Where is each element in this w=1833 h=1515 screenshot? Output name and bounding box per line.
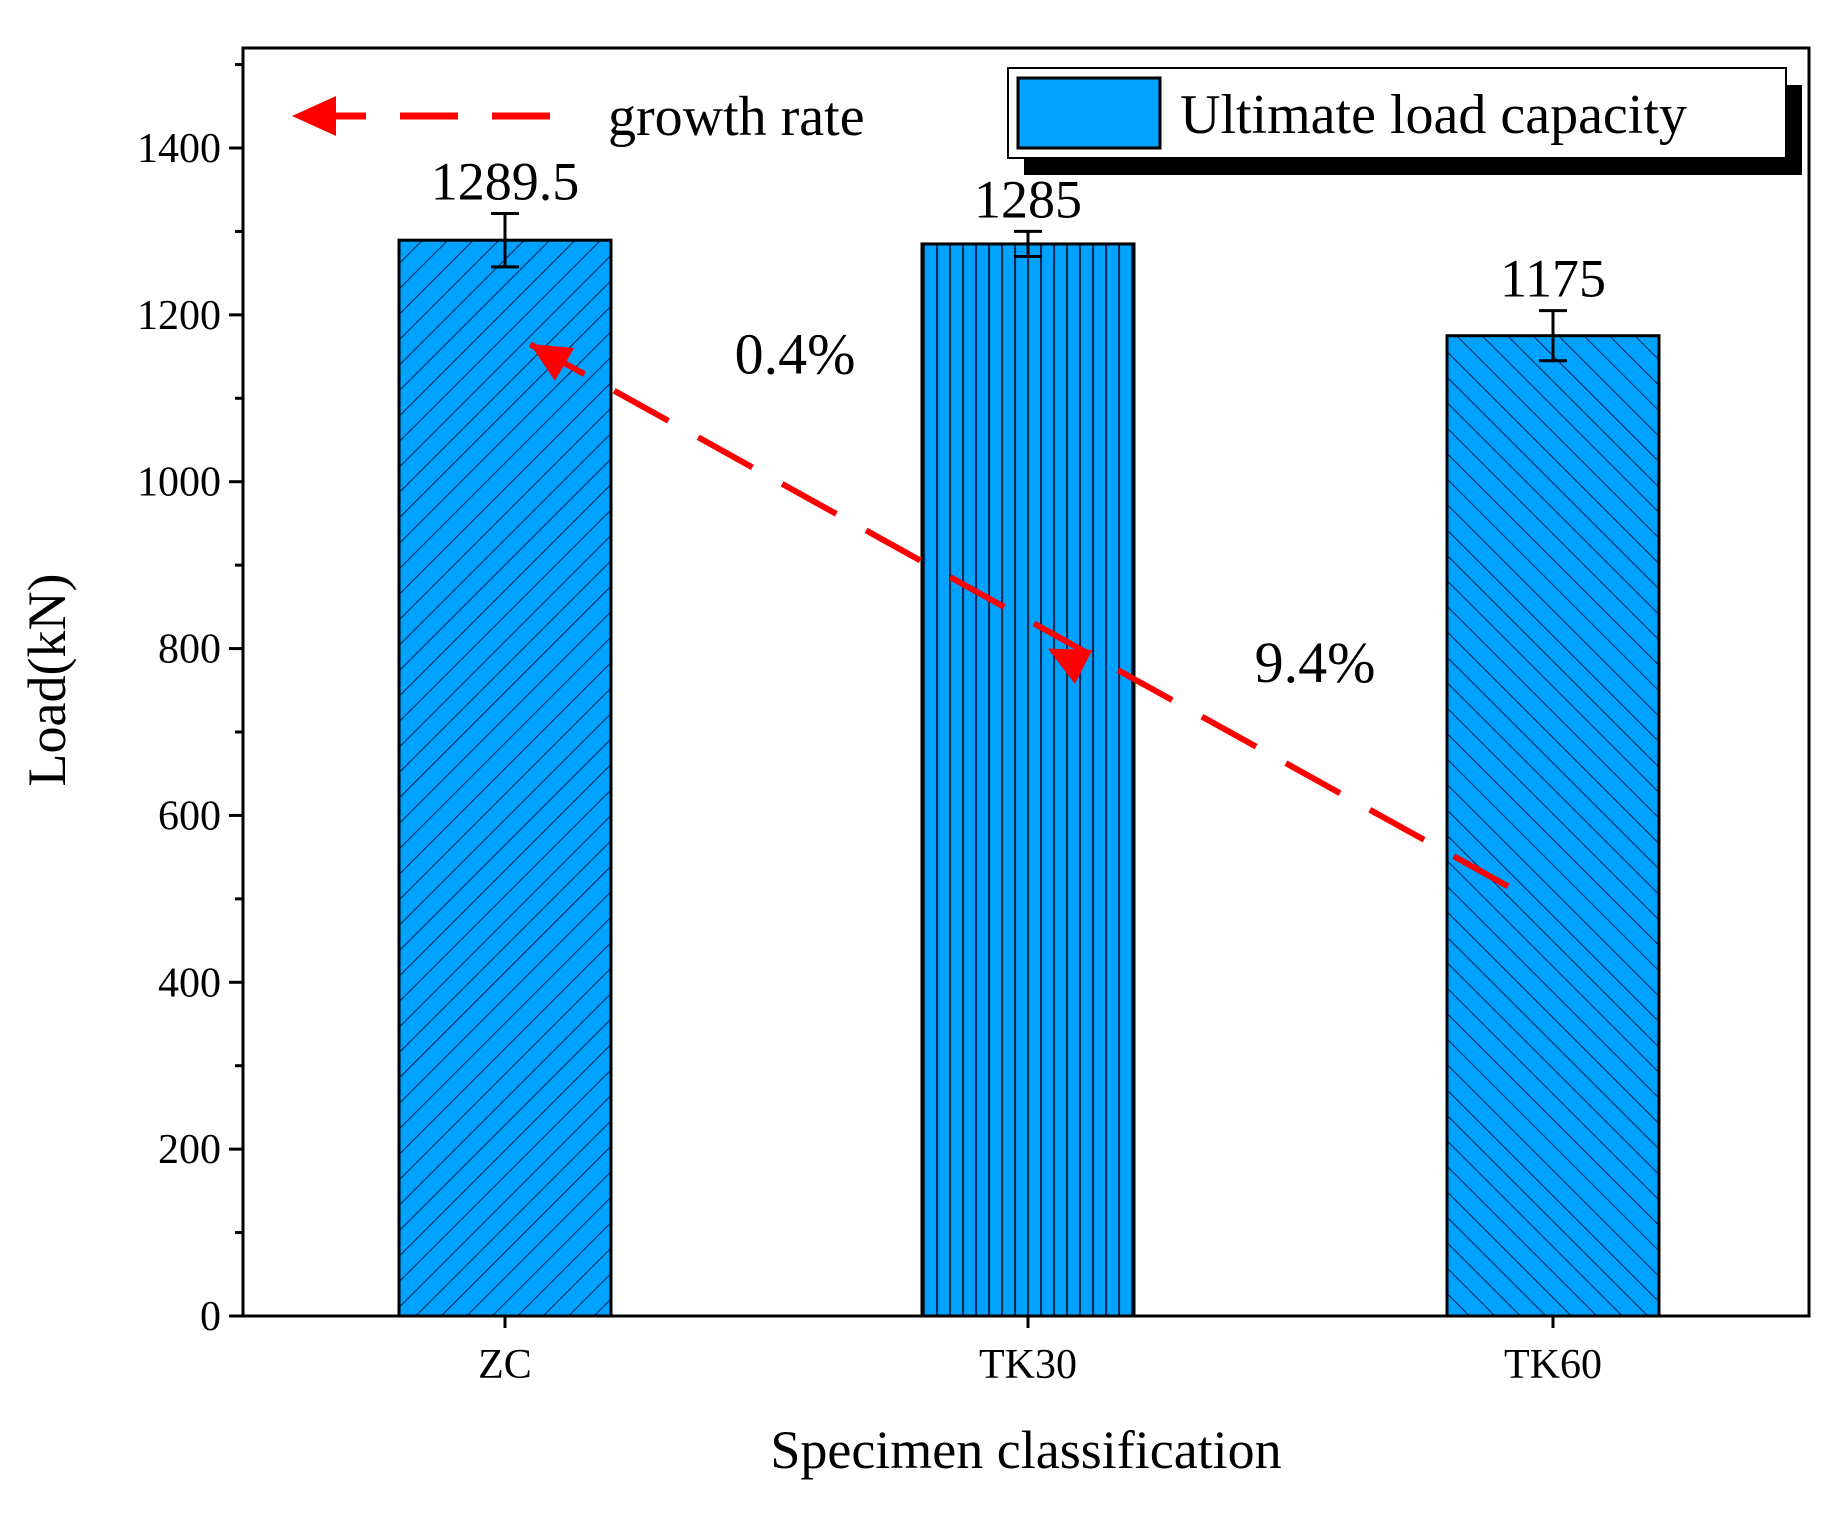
data-label-zc: 1289.5: [431, 151, 580, 211]
bar-tk60: [1445, 334, 1661, 1318]
y-tick-label-200: 200: [158, 1127, 221, 1173]
data-label-tk30: 1285: [974, 169, 1082, 229]
growth-label-tk30-to-zc: 0.4%: [735, 321, 856, 386]
y-tick-label-0: 0: [200, 1294, 221, 1340]
data-label-tk60: 1175: [1500, 249, 1606, 309]
legend-growth-rate: growth rate: [292, 86, 865, 148]
growth-label-tk60-to-tk30: 9.4%: [1255, 630, 1376, 695]
bar-tk30: [920, 242, 1136, 1318]
y-tick-label-1400: 1400: [137, 126, 221, 172]
x-tick-label-tk30: TK30: [979, 1342, 1077, 1388]
y-tick-label-1000: 1000: [137, 460, 221, 506]
bar-zc: [397, 238, 613, 1318]
x-tick-label-tk60: TK60: [1504, 1342, 1602, 1388]
y-tick-label-400: 400: [158, 960, 221, 1006]
legend-arrow-head-icon: [292, 96, 336, 136]
growth-labels-group: 0.4% 9.4%: [735, 321, 1376, 695]
growth-arrow-head-mid-icon: [1048, 648, 1093, 684]
plot-frame: [241, 46, 1811, 1318]
legend-swatch: [1016, 76, 1162, 150]
legend-box: Ultimate load capacity: [1007, 67, 1802, 175]
y-tick-label-800: 800: [158, 627, 221, 673]
legend-bar-label: Ultimate load capacity: [1180, 84, 1687, 146]
y-axis-title: Load(kN): [17, 574, 77, 787]
error-bar-tk60: [1539, 309, 1567, 363]
y-tick-label-1200: 1200: [137, 293, 221, 339]
x-axis: ZC TK30 TK60: [478, 1316, 1602, 1388]
growth-arrows-group: [528, 341, 1510, 889]
error-bar-tk30: [1014, 229, 1042, 258]
x-tick-label-zc: ZC: [478, 1342, 532, 1388]
bars-group: [397, 238, 1661, 1318]
x-axis-title: Specimen classification: [770, 1420, 1281, 1480]
error-bars-group: [491, 211, 1567, 363]
data-labels-group: 1289.5 1285 1175: [431, 151, 1606, 308]
y-axis: 0 200 400 600 800 1000 1200 1400: [137, 63, 243, 1340]
y-tick-label-600: 600: [158, 793, 221, 839]
error-bar-zc: [491, 211, 519, 269]
growth-arrow-head-end-icon: [530, 344, 575, 381]
legend-arrow-label: growth rate: [608, 86, 865, 148]
